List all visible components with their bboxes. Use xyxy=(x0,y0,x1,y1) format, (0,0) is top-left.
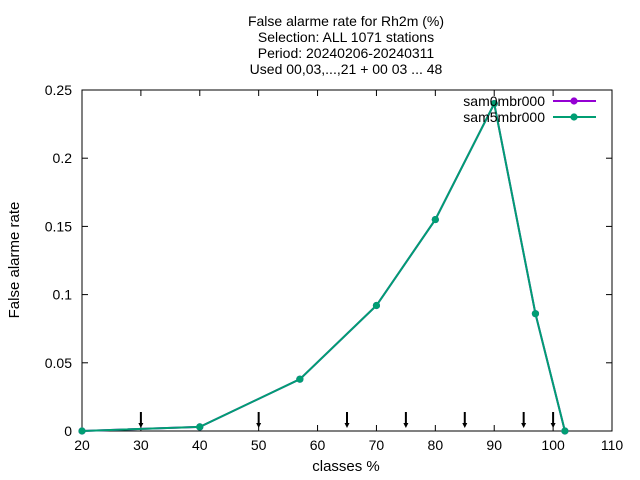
data-point-sam5mbr000 xyxy=(196,423,204,431)
x-tick-label: 20 xyxy=(74,437,90,453)
class-marker-arrow xyxy=(521,412,527,428)
chart-title: False alarme rate for Rh2m (%) Selection… xyxy=(248,13,444,77)
y-tick-label: 0.15 xyxy=(45,218,72,234)
plot-frame xyxy=(81,89,613,432)
x-tick-label: 60 xyxy=(310,437,326,453)
title-line-1: False alarme rate for Rh2m (%) xyxy=(248,13,444,29)
x-tick-label: 70 xyxy=(369,437,385,453)
y-tick-label: 0.25 xyxy=(45,82,72,98)
class-marker-arrow xyxy=(344,412,350,428)
class-marker-arrow xyxy=(403,412,409,428)
data-point-sam5mbr000 xyxy=(372,301,381,310)
data-point-sam5mbr000 xyxy=(78,427,86,435)
legend-item: sam0mbr000 xyxy=(463,93,596,109)
x-tick-label: 110 xyxy=(601,437,624,453)
data-point-sam5mbr000 xyxy=(490,100,498,108)
y-tick-label: 0.1 xyxy=(53,287,73,303)
class-marker-arrow xyxy=(550,412,556,428)
class-markers xyxy=(138,412,556,428)
axis-ticks xyxy=(81,89,613,432)
legend-label: sam0mbr000 xyxy=(463,93,545,109)
y-tick-label: 0 xyxy=(64,423,72,439)
axis-tick-labels: 20 30 40 50 60 70 80 90 100 110 0 0.05 0.1 0.15 0.2 0.2… xyxy=(45,82,624,453)
legend-item: sam5mbr000 xyxy=(463,109,596,125)
data-point-sam5mbr000 xyxy=(431,215,439,224)
x-tick-label: 30 xyxy=(133,437,149,453)
y-tick-label: 0.2 xyxy=(53,150,73,166)
title-line-4: Used 00,03,...,21 + 00 03 ... 48 xyxy=(250,61,443,77)
x-tick-label: 50 xyxy=(251,437,267,453)
data-point-sam5mbr000 xyxy=(561,427,569,435)
legend-swatch-point xyxy=(570,97,578,105)
x-tick-label: 40 xyxy=(192,437,208,453)
class-marker-arrow xyxy=(138,412,144,428)
x-tick-label: 90 xyxy=(486,437,502,453)
data-point-sam5mbr000 xyxy=(531,310,540,318)
title-line-3: Period: 20240206-20240311 xyxy=(258,45,435,61)
y-tick-label: 0.05 xyxy=(45,355,72,371)
legend-swatch-point xyxy=(570,113,578,121)
series-line-sam0mbr000 xyxy=(81,100,566,432)
data-point-sam5mbr000 xyxy=(296,375,304,383)
x-tick-label: 100 xyxy=(541,437,565,453)
y-axis-label: False alarme rate xyxy=(6,202,23,319)
legend-label: sam5mbr000 xyxy=(463,109,545,125)
class-marker-arrow xyxy=(462,412,468,428)
series-line-sam5mbr000 xyxy=(81,100,566,432)
x-axis-label: classes % xyxy=(312,458,380,475)
x-tick-label: 80 xyxy=(428,437,444,453)
title-line-2: Selection: ALL 1071 stations xyxy=(258,29,434,45)
series-group xyxy=(78,100,569,435)
class-marker-arrow xyxy=(256,412,262,428)
